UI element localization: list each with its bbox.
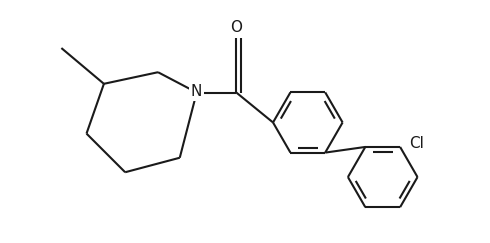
Text: O: O — [230, 20, 242, 35]
Text: Cl: Cl — [409, 136, 424, 151]
Text: N: N — [191, 84, 202, 99]
